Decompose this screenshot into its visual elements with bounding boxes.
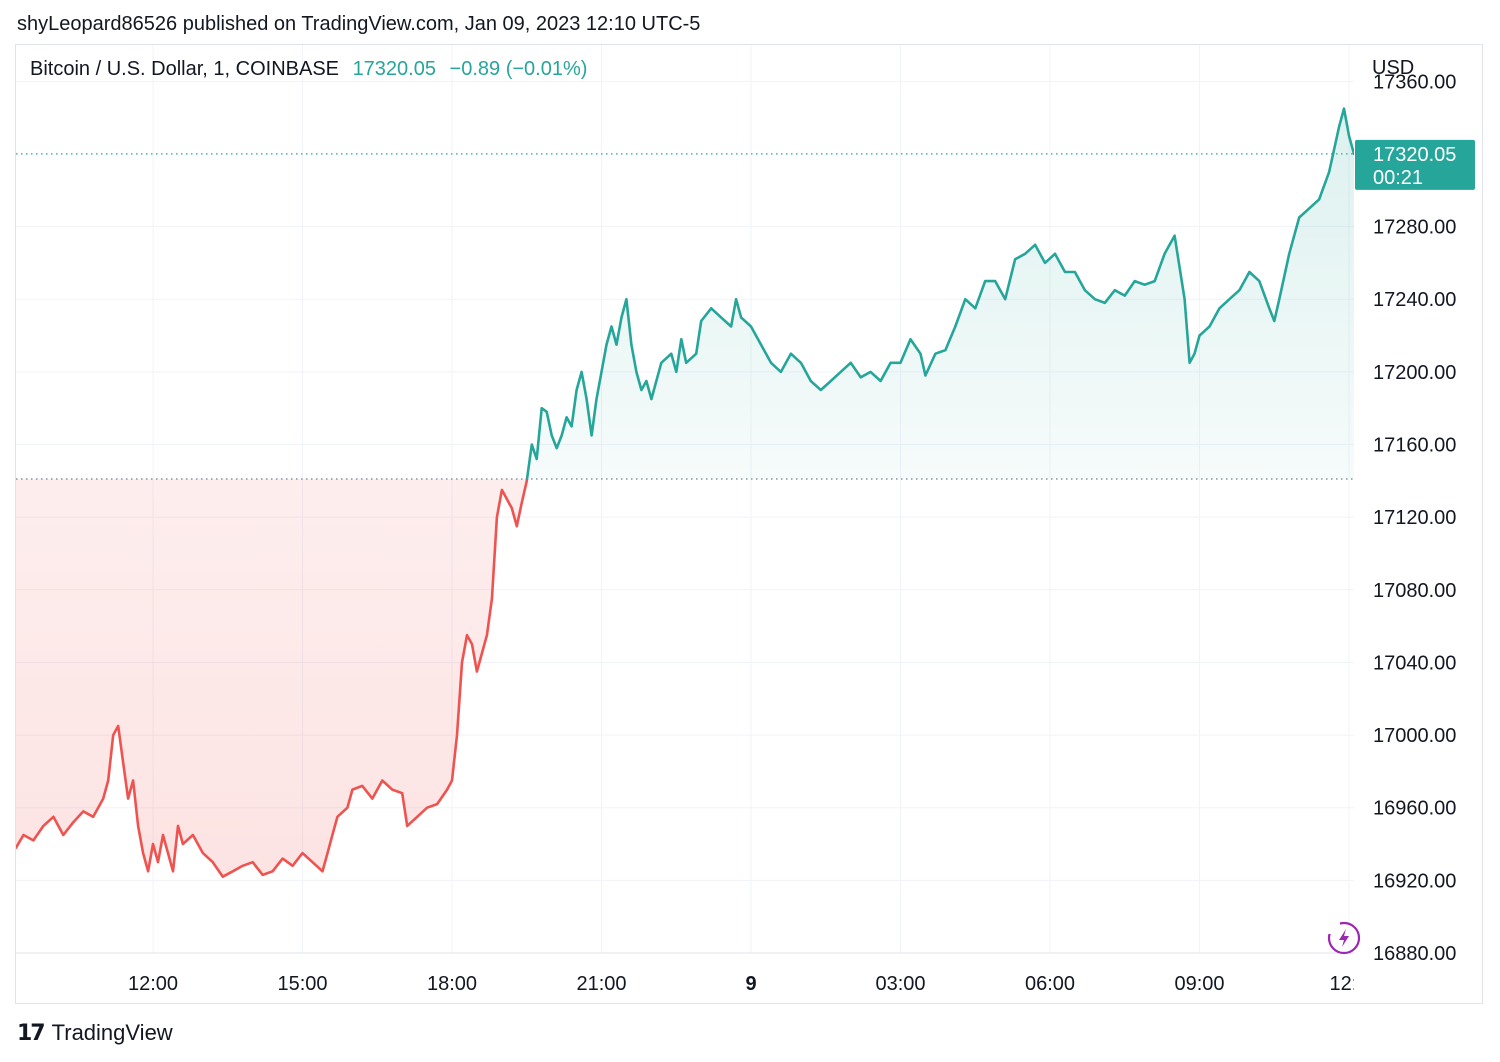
price-line-above xyxy=(525,107,1354,481)
y-tick-label: 17200.00 xyxy=(1373,362,1456,384)
last-price: 17320.05 xyxy=(352,58,436,80)
price-change: −0.89 (−0.01%) xyxy=(449,58,588,80)
symbol-name[interactable]: Bitcoin / U.S. Dollar, 1, COINBASE xyxy=(30,58,339,80)
price-badge-bg xyxy=(1355,139,1475,190)
publisher-line: shyLeopard86526 published on TradingView… xyxy=(17,13,701,35)
tradingview-logo-icon: 17 xyxy=(17,1020,46,1046)
y-tick-label: 17000.00 xyxy=(1373,725,1456,747)
axis-mask xyxy=(1354,965,1394,1000)
y-tick-label: 16920.00 xyxy=(1373,870,1456,892)
y-tick-label: 16880.00 xyxy=(1373,943,1456,965)
area-below-baseline xyxy=(16,479,527,877)
chart-frame xyxy=(15,44,1483,1004)
brand-name: TradingView xyxy=(51,1020,173,1045)
y-tick-label: 17360.00 xyxy=(1373,71,1456,93)
area-above-baseline xyxy=(527,108,1354,479)
price-line-below xyxy=(16,477,529,878)
y-tick-label: 17040.00 xyxy=(1373,652,1456,674)
axes: 17360.00 17280.00 17240.00 17200.00 17160.00… xyxy=(16,57,1456,1000)
x-tick-label: 9 xyxy=(745,973,756,995)
y-tick-label: 17240.00 xyxy=(1373,289,1456,311)
x-tick-label: 12:00 xyxy=(128,973,178,995)
y-tick-label: 17080.00 xyxy=(1373,580,1456,602)
price-badge-countdown: 00:21 xyxy=(1373,167,1423,189)
x-tick-label: 09:00 xyxy=(1174,973,1224,995)
currency-label: USD xyxy=(1372,57,1414,79)
price-badge-value: 17320.05 xyxy=(1373,144,1456,166)
x-tick-label: 03:00 xyxy=(875,973,925,995)
brand[interactable]: 17 TradingView xyxy=(17,1020,173,1046)
lightning-bolt-icon[interactable] xyxy=(1326,920,1361,955)
x-tick-label: 15:00 xyxy=(278,973,328,995)
area-fills xyxy=(16,108,1354,877)
x-tick-label: 06:00 xyxy=(1025,973,1075,995)
y-tick-label: 17120.00 xyxy=(1373,507,1456,529)
x-tick-label: 21:00 xyxy=(576,973,626,995)
y-tick-label: 17280.00 xyxy=(1373,217,1456,239)
price-lines xyxy=(16,107,1354,878)
x-tick-label: 18:00 xyxy=(427,973,477,995)
y-tick-label: 17160.00 xyxy=(1373,435,1456,457)
symbol-legend: Bitcoin / U.S. Dollar, 1, COINBASE 17320… xyxy=(30,58,587,81)
y-tick-label: 16960.00 xyxy=(1373,798,1456,820)
